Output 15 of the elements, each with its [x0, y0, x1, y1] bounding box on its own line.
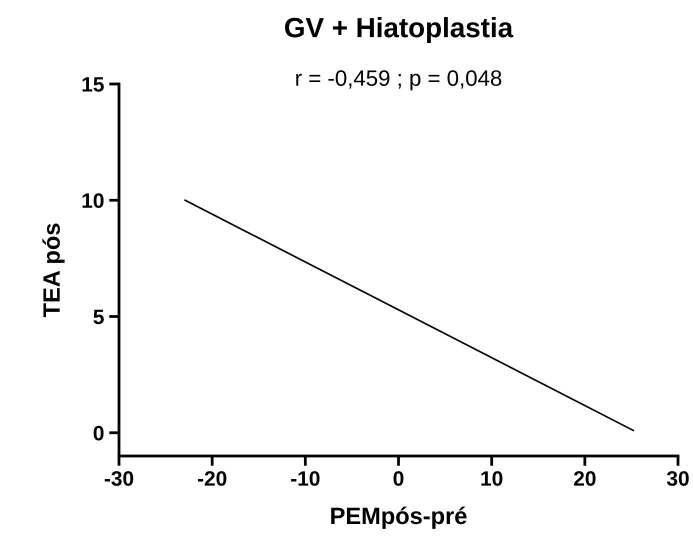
x-tick-label: 20: [574, 471, 596, 486]
y-tick-label: 10: [82, 193, 104, 208]
x-tick-label: 0: [394, 471, 404, 486]
chart-title: GV + Hiatoplastia: [285, 17, 514, 43]
x-tick-label: 30: [666, 471, 689, 486]
x-tick-label: 10: [481, 471, 502, 486]
x-tick-label: -20: [198, 471, 226, 486]
x-axis-title: PEMpós-pré: [331, 506, 467, 529]
chart-subtitle: r = -0,459 ; p = 0,048: [296, 70, 502, 90]
x-tick-label: -10: [291, 471, 320, 486]
x-tick-label: -30: [104, 471, 134, 486]
y-tick-label: 5: [93, 310, 104, 324]
y-tick-label: 15: [82, 77, 104, 92]
y-axis-title: TEA pós: [42, 224, 65, 318]
y-tick-label: 0: [94, 426, 104, 441]
